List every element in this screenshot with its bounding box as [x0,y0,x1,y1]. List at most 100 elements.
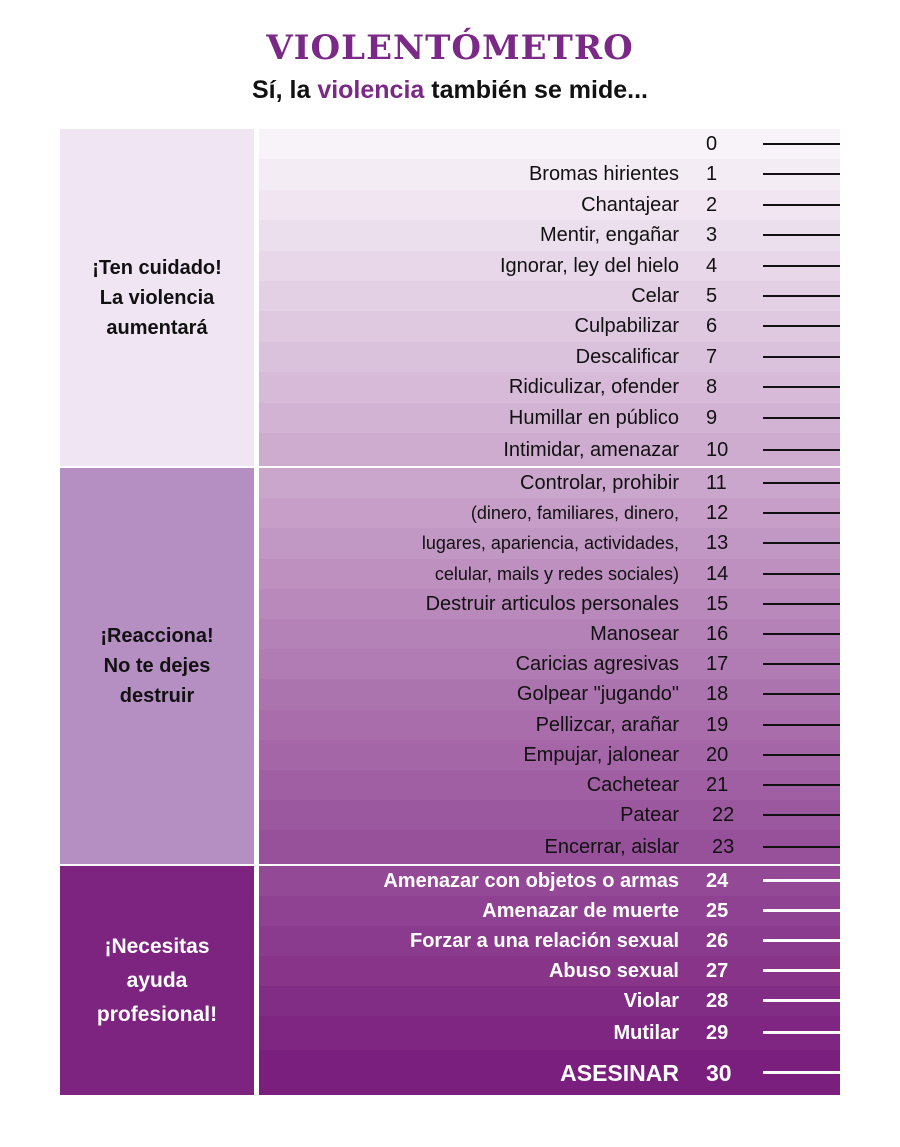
scale-tick [763,633,840,635]
scale-label: Intimidar, amenazar [503,439,679,461]
page-subtitle: Sí, la violencia también se mide... [0,76,900,105]
scale-tick [763,1031,840,1034]
scale-tick [763,542,840,545]
scale-number: 12 [706,502,729,525]
scale-tick [763,723,840,726]
scale-tick [763,602,840,605]
scale-tick [763,325,840,328]
scale-number: 25 [706,900,729,922]
scale-number: 29 [706,1022,729,1044]
section-warning-label: ¡Ten cuidado! La violencia aumentará [92,256,222,339]
scale-tick [763,1071,840,1074]
section-help: ¡Necesitas ayuda profesional! [60,866,254,1095]
page-title: VIOLENTÓMETRO [266,28,634,68]
scale-row-21: Cachetear 21 [259,770,840,801]
scale-row-9: Humillar en público 9 [259,402,840,433]
scale-tick [763,753,840,756]
scale-row-17: Caricias agresivas 17 [259,649,840,680]
scale-number: 19 [706,713,729,736]
scale-tick [763,416,840,419]
scale-label: celular, mails y redes sociales) [434,563,679,584]
scale-row-26: Forzar a una relación sexual 26 [259,926,840,956]
scale-number: 18 [706,683,729,706]
scale-row-16: Manosear 16 [259,619,840,650]
scale-row-20: Empujar, jalonear 20 [259,739,840,770]
scale-number: 5 [706,285,718,307]
scale-tick [763,663,840,666]
scale-row-30: ASESINAR 30 [259,1050,840,1095]
scale-tick [763,879,840,882]
scale-number: 4 [706,254,718,277]
scale-number: 20 [706,743,729,766]
scale-tick [763,512,840,515]
scale-number: 13 [706,532,729,555]
scale-label: Cachetear [586,774,679,796]
scale-label: Descalificar [575,345,679,368]
scale-number: 17 [706,653,729,676]
scale-label: Amenazar de muerte [482,900,679,922]
section-help-label: ¡Necesitas ayuda profesional! [96,934,218,1026]
scale-row-11: Controlar, prohibir 11 [259,468,840,499]
scale-number: 6 [706,315,718,338]
scale-row-10: Intimidar, amenazar 10 [259,433,840,466]
scale-label: (dinero, familiares, dinero, [470,503,679,524]
scale-row-6: Culpabilizar 6 [259,311,840,342]
scale-tick [763,969,840,972]
scale-label: Pellizcar, arañar [535,713,679,736]
scale-label: Ridiculizar, ofender [508,376,679,399]
scale-tick [763,234,840,237]
scale-row-4: Ignorar, ley del hielo 4 [259,250,840,281]
scale-row-25: Amenazar de muerte 25 [259,896,840,926]
scale-row-3: Mentir, engañar 3 [259,220,840,251]
scale-label: Controlar, prohibir [520,472,679,494]
scale-label: Golpear "jugando" [516,683,679,706]
scale-number: 2 [706,193,718,216]
scale-label: Culpabilizar [574,315,680,338]
subtitle-accent: violencia [317,76,425,104]
subtitle-suffix: también se mide... [424,76,648,104]
scale-row-14: celular, mails y redes sociales) 14 [259,558,840,589]
scale-tick [763,693,840,696]
scale-number: 9 [706,406,718,429]
scale-tick [763,143,840,145]
subtitle-prefix: Sí, la [252,76,318,104]
scale-number: 21 [706,774,729,796]
scale-number: 22 [712,804,735,827]
scale-number: 0 [706,133,718,155]
scale-row-22: Patear 22 [259,800,840,831]
scale-tick [763,999,840,1002]
scale-tick [763,203,840,206]
scale-row-18: Golpear "jugando" 18 [259,679,840,710]
scale-tick [763,572,840,575]
scale-number: 26 [706,930,729,952]
scale-tick [763,264,840,267]
section-react: ¡Reacciona! No te dejes destruir [60,468,254,864]
scale-label: Violar [623,990,679,1012]
scale-row-27: Abuso sexual 27 [259,956,840,986]
scale-label: Empujar, jalonear [523,743,679,766]
scale-number: 14 [706,562,729,585]
scale-row-13: lugares, apariencia, actividades, 13 [259,528,840,559]
scale-row-29: Mutilar 29 [259,1016,840,1050]
scale-number: 10 [706,439,729,461]
scale-label: Abuso sexual [548,960,679,982]
scale-number: 24 [706,870,729,892]
scale-row-19: Pellizcar, arañar 19 [259,709,840,740]
scale-label: Destruir articulos personales [425,592,679,615]
scale-number: 3 [706,224,718,247]
scale-row-12: (dinero, familiares, dinero, 12 [259,498,840,529]
scale-label: Mutilar [613,1022,679,1044]
scale-tick [763,482,840,484]
scale-tick [763,814,840,817]
scale-number: 8 [706,376,718,399]
scale-tick [763,784,840,786]
scale-tick [763,909,840,912]
scale-label: Amenazar con objetos o armas [383,870,679,892]
section-warning: ¡Ten cuidado! La violencia aumentará [60,129,254,466]
scale-label: Bromas hirientes [528,163,679,186]
scale-row-28: Violar 28 [259,986,840,1016]
scale-row-24: Amenazar con objetos o armas 24 [259,866,840,896]
scale-number: 15 [706,592,729,615]
scale-number: 27 [706,960,729,982]
scale-number: 16 [706,623,729,645]
